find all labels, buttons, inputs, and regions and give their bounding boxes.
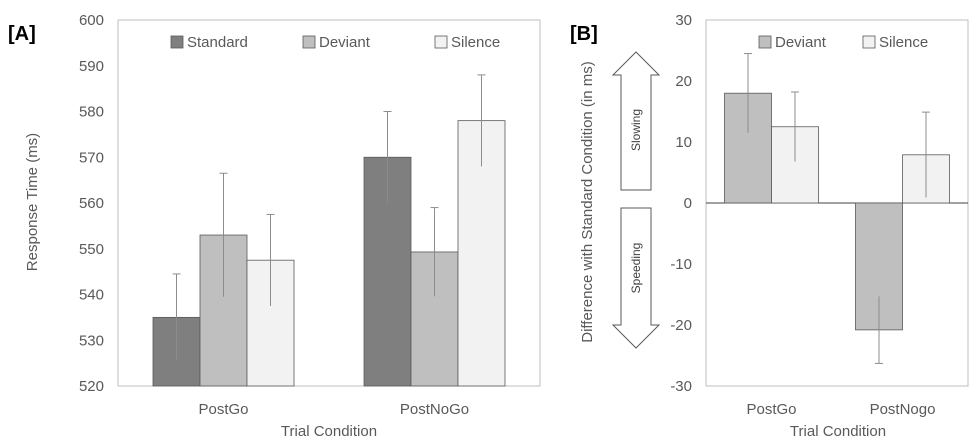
panel-b-y-tick-label: 0 xyxy=(684,195,692,212)
panel-a-y-tick-label: 580 xyxy=(79,104,104,121)
panel-a-y-tick-label: 530 xyxy=(79,332,104,349)
panel-b-x-tick-label: PostGo xyxy=(746,401,796,418)
panel-b-y-tick-label: -20 xyxy=(670,317,692,334)
panel-a-y-tick-label: 560 xyxy=(79,195,104,212)
panel-a-legend-label-silence: Silence xyxy=(451,34,500,51)
panel-a-bar-deviant xyxy=(410,251,459,387)
panel-a-legend-label-standard: Standard xyxy=(187,34,248,51)
panel-a-label: [A] xyxy=(8,23,36,45)
chart-panel-b: [B] Difference with Standard Condition (… xyxy=(570,12,969,438)
panel-a-x-axis-title: Trial Condition xyxy=(281,423,377,438)
panel-b-y-tick-label: 20 xyxy=(675,73,692,90)
panel-b-y-axis-title: Difference with Standard Condition (in m… xyxy=(579,61,596,343)
slowing-arrow: Slowing xyxy=(611,51,661,191)
panel-b-legend-swatch-deviant xyxy=(758,35,772,49)
panel-b-bars xyxy=(724,92,950,331)
panel-a-y-tick-label: 520 xyxy=(79,378,104,395)
panel-a-legend-label-deviant: Deviant xyxy=(319,34,371,51)
panel-a-y-tick-label: 590 xyxy=(79,58,104,75)
panel-b-legend: Deviant Silence xyxy=(758,34,928,51)
panel-a-legend-swatch-deviant xyxy=(302,35,316,49)
panel-b-y-tick-label: 10 xyxy=(675,134,692,151)
panel-a-legend-swatch-silence xyxy=(434,35,448,49)
panel-a-x-tick-label: PostNoGo xyxy=(400,401,469,418)
panel-a-y-tick-label: 550 xyxy=(79,241,104,258)
panel-b-label: [B] xyxy=(570,23,598,45)
panel-a-bars xyxy=(152,120,506,387)
panel-a-plot-frame xyxy=(117,19,541,387)
panel-a-y-tick-label: 570 xyxy=(79,149,104,166)
panel-a-x-tick-label: PostGo xyxy=(198,401,248,418)
panel-b-x-tick-label: PostNogo xyxy=(870,401,936,418)
panel-b-x-axis-title: Trial Condition xyxy=(790,423,886,438)
panel-b-ticks: -30 -20 -10 0 10 20 30 PostGo PostNogo xyxy=(670,12,935,418)
panel-b-legend-label-deviant: Deviant xyxy=(775,34,827,51)
panel-a-y-axis-title: Response Time (ms) xyxy=(24,133,41,271)
panel-b-error-bars xyxy=(744,53,930,364)
panel-b-y-tick-label: -10 xyxy=(670,256,692,273)
speeding-arrow: Speeding xyxy=(611,207,661,349)
panel-a-y-tick-label: 600 xyxy=(79,12,104,29)
panel-b-y-tick-label: -30 xyxy=(670,378,692,395)
slowing-arrow-label: Slowing xyxy=(629,109,643,151)
panel-a-axes xyxy=(117,19,541,387)
speeding-arrow-label: Speeding xyxy=(629,243,643,294)
panel-a-y-tick-label: 540 xyxy=(79,287,104,304)
chart-panel-a: [A] Response Time (ms) Trial Condition S… xyxy=(8,12,541,438)
panel-a-legend-swatch-standard xyxy=(170,35,184,49)
panel-a-legend: Standard Deviant Silence xyxy=(170,34,500,51)
panel-b-y-tick-label: 30 xyxy=(675,12,692,29)
panel-b-legend-label-silence: Silence xyxy=(879,34,928,51)
panel-a-error-bars xyxy=(172,74,486,361)
panel-a-ticks: 520 530 540 550 560 570 580 590 600 PostGo PostNoG… xyxy=(79,12,469,418)
panel-b-legend-swatch-silence xyxy=(862,35,876,49)
